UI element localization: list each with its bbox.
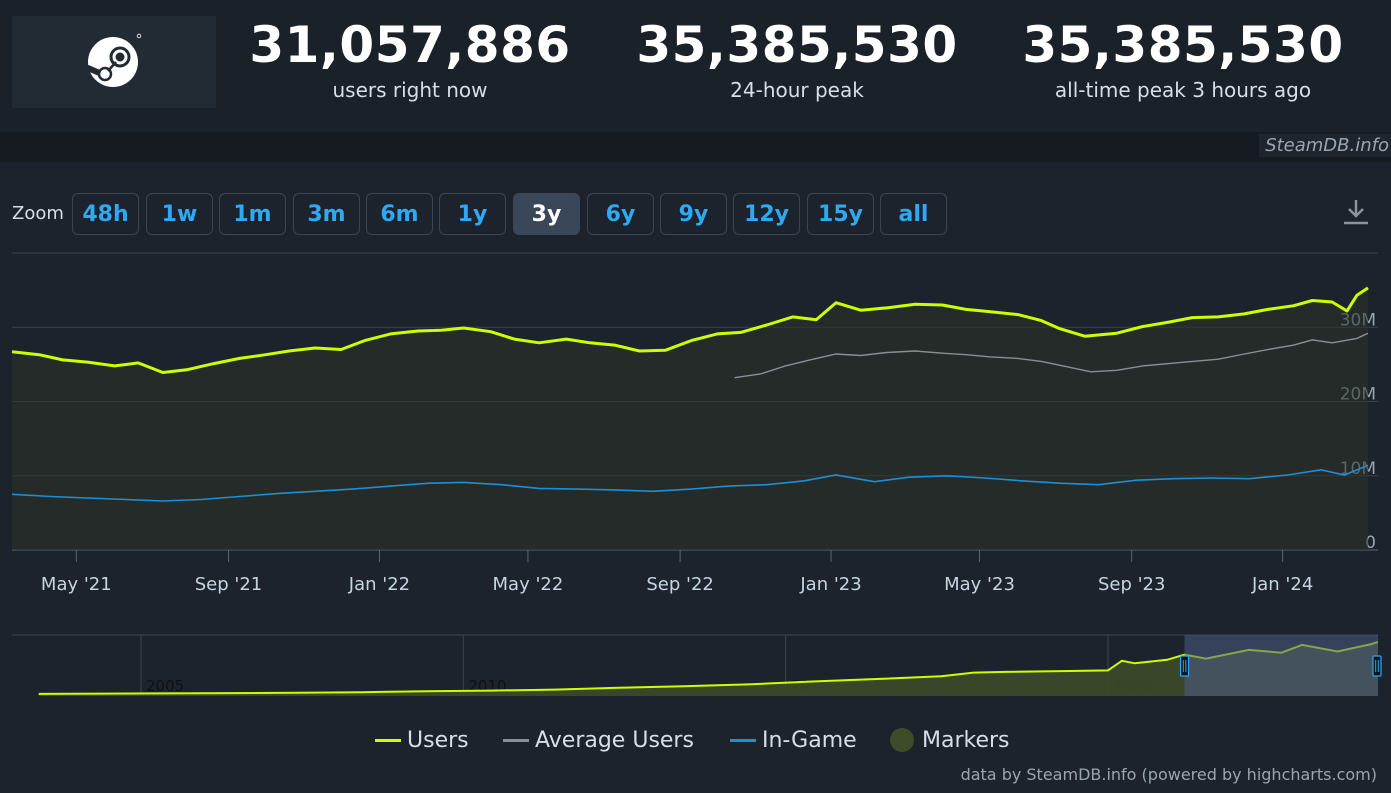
stat-all-time-peak: 35,385,530 all-time peak 3 hours ago — [993, 14, 1373, 104]
zoom-button-1m[interactable]: 1m — [219, 193, 286, 235]
stat-current-users: 31,057,886 users right now — [220, 14, 600, 104]
zoom-button-all[interactable]: all — [880, 193, 947, 235]
x-tick-label: Jan '23 — [799, 574, 861, 595]
navigator-handle[interactable] — [1179, 655, 1190, 677]
divider-band — [0, 132, 1391, 162]
x-tick-label: Sep '21 — [195, 574, 263, 595]
zoom-button-15y[interactable]: 15y — [807, 193, 874, 235]
series-line-users — [11, 286, 1369, 374]
zoom-button-6m[interactable]: 6m — [366, 193, 433, 235]
stat-value: 35,385,530 — [1022, 16, 1344, 74]
x-tick-label: Jan '24 — [1251, 574, 1313, 595]
steam-logo-icon — [85, 33, 142, 87]
navigator-handle[interactable] — [1372, 655, 1382, 677]
stat-label: 24-hour peak — [730, 78, 864, 102]
stat-value: 31,057,886 — [249, 16, 571, 74]
legend-label: In-Game — [762, 727, 857, 753]
navigator-area — [38, 641, 1379, 696]
legend-label: Average Users — [535, 727, 694, 753]
legend-item-in-game[interactable]: In-Game — [730, 726, 857, 754]
x-tick-label: Jan '22 — [348, 574, 410, 595]
users-area — [12, 287, 1368, 550]
stats-header: 31,057,886 users right now 35,385,530 24… — [0, 0, 1391, 132]
stat-value: 35,385,530 — [636, 16, 958, 74]
zoom-button-9y[interactable]: 9y — [660, 193, 727, 235]
x-tick-label: May '21 — [41, 574, 112, 595]
zoom-button-1w[interactable]: 1w — [146, 193, 213, 235]
zoom-button-12y[interactable]: 12y — [733, 193, 800, 235]
x-tick-label: Sep '22 — [646, 574, 714, 595]
navigator-selection[interactable] — [1184, 635, 1378, 696]
zoom-button-48h[interactable]: 48h — [72, 193, 139, 235]
zoom-button-3m[interactable]: 3m — [293, 193, 360, 235]
legend-swatch-average-users — [503, 738, 529, 742]
stat-24h-peak: 35,385,530 24-hour peak — [607, 14, 987, 104]
x-tick-label: May '22 — [493, 574, 564, 595]
legend-swatch-in-game — [730, 738, 756, 742]
legend-swatch-markers — [890, 728, 914, 752]
x-tick-label: May '23 — [944, 574, 1015, 595]
zoom-button-1y[interactable]: 1y — [439, 193, 506, 235]
series-line-average-users — [734, 332, 1369, 379]
navigator-tick-label: 2005 — [146, 677, 184, 695]
download-icon[interactable] — [1340, 196, 1372, 228]
logo-box — [12, 16, 216, 108]
legend-item-average-users[interactable]: Average Users — [503, 726, 694, 754]
legend-item-markers[interactable]: Markers — [890, 726, 1010, 754]
zoom-button-3y[interactable]: 3y — [513, 193, 580, 235]
legend-item-users[interactable]: Users — [375, 726, 469, 754]
credit-top[interactable]: SteamDB.info — [1259, 134, 1391, 157]
series-line-in-game — [11, 464, 1369, 502]
legend-swatch-users — [375, 738, 401, 742]
stat-label: all-time peak 3 hours ago — [1054, 78, 1312, 102]
credit-bottom[interactable]: data by SteamDB.info (powered by highcha… — [960, 765, 1377, 784]
legend-label: Markers — [922, 727, 1010, 753]
zoom-label: Zoom — [12, 203, 64, 224]
stat-label: users right now — [332, 78, 488, 102]
y-tick-label: 0 — [1365, 533, 1376, 553]
legend-label: Users — [407, 727, 469, 753]
zoom-button-6y[interactable]: 6y — [587, 193, 654, 235]
x-tick-label: Sep '23 — [1098, 574, 1166, 595]
